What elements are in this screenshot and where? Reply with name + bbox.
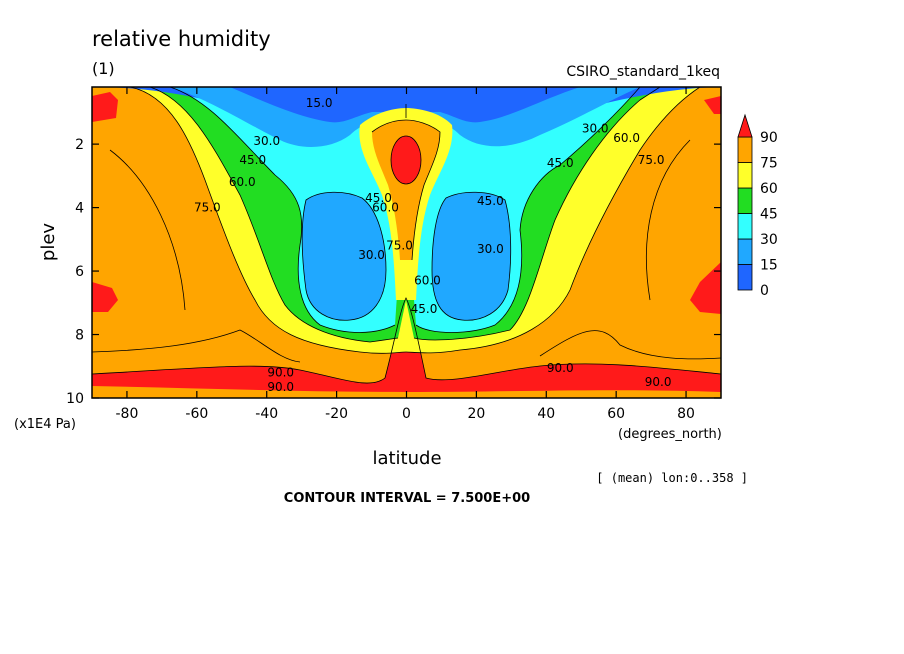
contour-label: 30.0	[477, 242, 504, 256]
chart-subtitle: (1)	[92, 59, 115, 78]
contour-line-80-np	[646, 139, 691, 301]
contour-line-75	[129, 87, 701, 354]
x-tick-label: 20	[467, 406, 485, 422]
y-tick-label: 6	[75, 264, 84, 280]
colorbar-swatch	[737, 136, 753, 163]
contour-label: 90.0	[645, 375, 672, 389]
contour-label: 45.0	[411, 302, 438, 316]
colorbar-level-label: 15	[760, 258, 778, 274]
contour-labels: 15.030.045.060.075.045.060.030.075.060.0…	[194, 96, 672, 394]
dataset-label: CSIRO_standard_1keq	[566, 64, 720, 80]
contour-label: 30.0	[582, 121, 609, 135]
x-tick-label: -80	[116, 406, 139, 422]
chart-title: relative humidity	[92, 27, 271, 51]
contour-line-90-surface	[92, 297, 721, 384]
contour-band-15-30-right-lobe	[432, 192, 511, 321]
contour-band-75-90-tongue	[372, 120, 440, 260]
x-tick-label: 0	[402, 406, 411, 422]
y-tick-label: 8	[75, 328, 84, 344]
contour-line-82-right	[539, 330, 721, 360]
contour-label: 30.0	[253, 134, 280, 148]
contour-lines	[92, 87, 721, 384]
contour-label: 45.0	[239, 153, 266, 167]
colorbar-legend: 0 15 30 45 60 75 90	[737, 113, 778, 299]
contour-label: 45.0	[365, 191, 392, 205]
x-tick-label: 60	[607, 406, 625, 422]
contour-band-90-np-mid	[690, 262, 721, 314]
colorbar-level-label: 45	[760, 207, 778, 223]
colorbar-level-label: 30	[760, 232, 778, 248]
contour-band-90-core	[391, 136, 421, 184]
y-axis: 2 4 6 8 10	[66, 137, 721, 407]
x-units-label: (degrees_north)	[618, 427, 722, 442]
colorbar-swatch	[737, 187, 753, 214]
contour-field	[92, 87, 721, 398]
contour-label: 45.0	[477, 194, 504, 208]
colorbar-level-label: 60	[760, 181, 778, 197]
colorbar-level-label: 0	[760, 283, 769, 299]
contour-label: 75.0	[638, 153, 665, 167]
contour-line-45-left	[169, 87, 396, 333]
x-tick-label: -40	[255, 406, 278, 422]
contour-label: 60.0	[229, 175, 256, 189]
contour-label: 60.0	[372, 201, 399, 215]
contour-line-60-right	[413, 87, 661, 341]
x-tick-label: -60	[185, 406, 208, 422]
contour-label: 75.0	[194, 201, 221, 215]
contour-label: 15.0	[306, 96, 333, 110]
contour-band-90-sp-mid	[92, 282, 118, 312]
contour-label: 45.0	[547, 156, 574, 170]
colorbar-swatch	[737, 238, 753, 265]
x-tick-label: -20	[325, 406, 348, 422]
contour-band-15-30-left-lobe	[302, 192, 386, 321]
contour-line-60-left	[149, 87, 399, 343]
contour-line-75-tongue	[371, 119, 441, 261]
y-tick-label: 4	[75, 201, 84, 217]
x-tick-label: 40	[537, 406, 555, 422]
contour-label: 60.0	[613, 131, 640, 145]
x-axis: -80 -60 -40 -20 0 20 40 60 80	[116, 87, 695, 422]
contour-line-90-core	[390, 135, 422, 185]
contour-label: 30.0	[358, 248, 385, 262]
y-tick-label: 2	[75, 137, 84, 153]
contour-label: 60.0	[414, 274, 441, 288]
contour-line-30-right	[431, 191, 512, 321]
colorbar-overflow-arrow	[737, 113, 753, 138]
contour-line-80-sp	[109, 149, 186, 311]
contour-line-45-right	[415, 87, 641, 333]
subset-label: [ (mean) lon:0..358 ]	[596, 471, 748, 485]
y-axis-title: plev	[38, 223, 59, 262]
colorbar-swatch	[737, 264, 753, 291]
contour-band-90-sp-top	[92, 92, 118, 122]
colorbar-swatch	[737, 213, 753, 240]
colorbar-swatch	[737, 162, 753, 189]
x-tick-label: 80	[677, 406, 695, 422]
contour-label: 90.0	[267, 366, 294, 380]
y-tick-label: 10	[66, 391, 84, 407]
x-axis-title: latitude	[372, 448, 441, 469]
contour-label: 90.0	[547, 361, 574, 375]
y-units-label: (x1E4 Pa)	[14, 417, 76, 432]
colorbar-level-label: 90	[760, 130, 778, 146]
colorbar-level-label: 75	[760, 156, 778, 172]
contour-label: 90.0	[267, 380, 294, 394]
contour-interval-label: CONTOUR INTERVAL = 7.500E+00	[284, 491, 530, 506]
contour-label: 75.0	[386, 239, 413, 253]
contour-band-90-np-top	[704, 96, 721, 114]
contour-line-82-left	[92, 329, 301, 363]
contour-line-30-left	[301, 191, 387, 321]
